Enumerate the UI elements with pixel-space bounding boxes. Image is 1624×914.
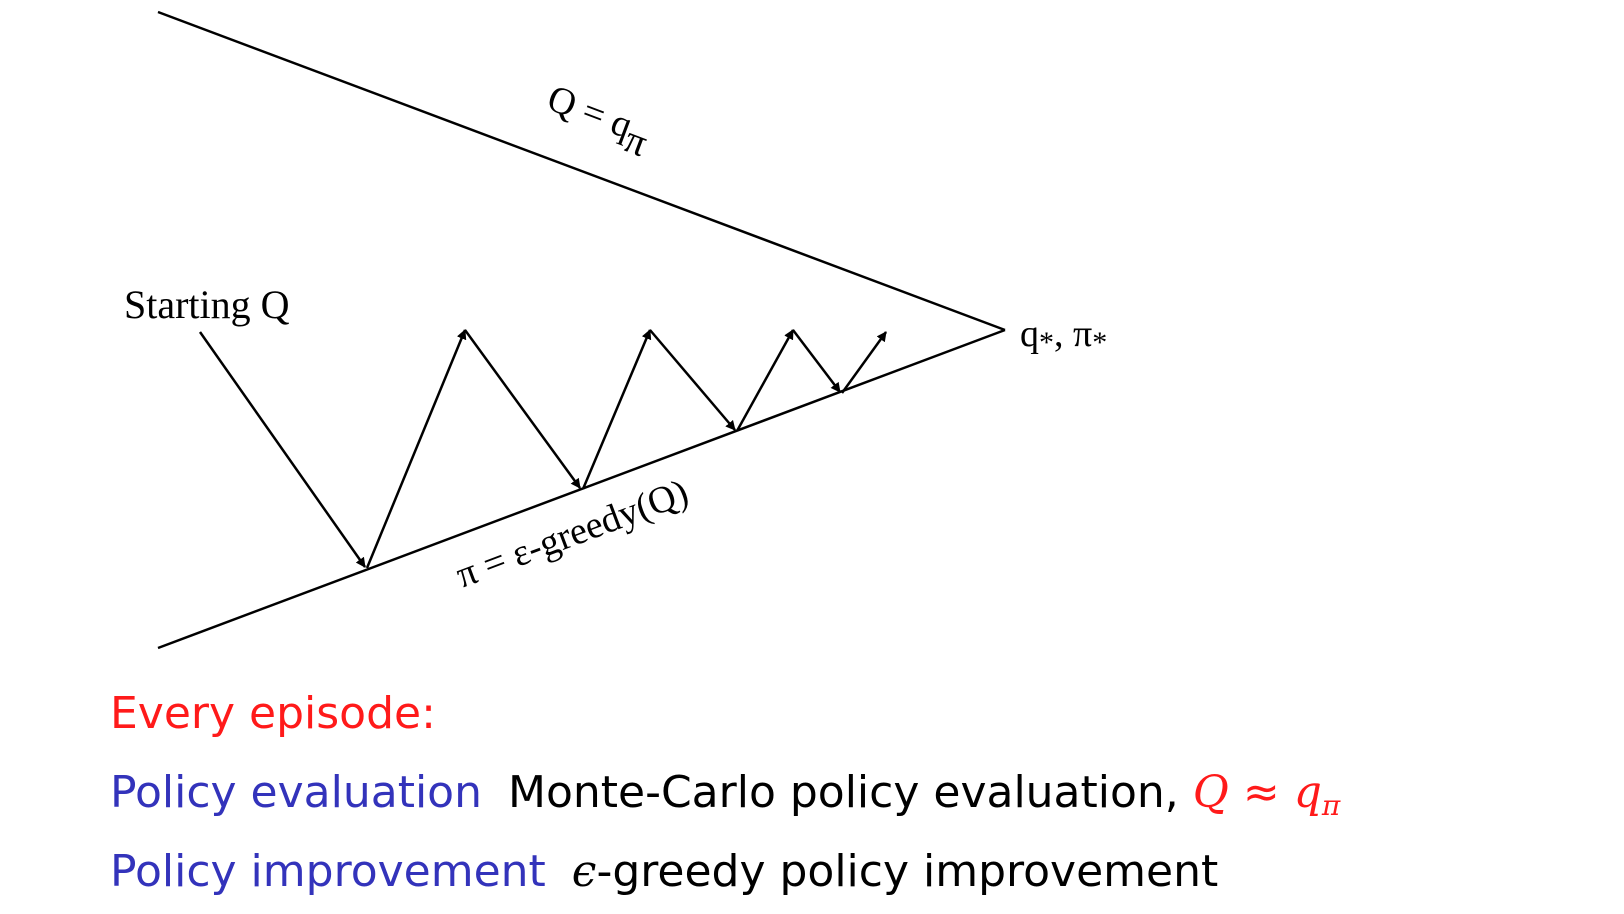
arrow-7 xyxy=(792,329,841,393)
policy-evaluation-desc: Monte-Carlo policy evaluation, xyxy=(507,767,1193,818)
every-episode-heading: Every episode: xyxy=(110,692,436,736)
policy-evaluation-line: Policy evaluation Monte-Carlo policy eval… xyxy=(110,771,1340,820)
epsilon-symbol: ϵ xyxy=(571,846,597,897)
convergence-label: q*, π* xyxy=(1020,313,1107,359)
math-sub-pi: π xyxy=(1321,789,1341,822)
zigzag-arrows xyxy=(198,329,888,569)
gpi-diagram: Q = qπ Starting Q q*, π* π = ε-greedy(Q) xyxy=(124,10,1107,650)
math-approx: ≈ xyxy=(1228,767,1294,818)
policy-improvement-line: Policy improvement ϵ-greedy policy improv… xyxy=(110,850,1218,894)
policy-evaluation-term: Policy evaluation xyxy=(110,767,482,818)
upper-line-label: Q = qπ xyxy=(538,77,657,165)
arrow-5 xyxy=(649,329,736,431)
arrow-2 xyxy=(365,329,467,569)
start-label: Starting Q xyxy=(124,282,290,327)
math-q-small: q xyxy=(1293,767,1322,818)
arrow-8 xyxy=(840,331,888,394)
policy-improvement-term: Policy improvement xyxy=(110,846,546,897)
arrow-4 xyxy=(581,329,652,490)
arrow-3 xyxy=(463,329,582,489)
math-q: Q xyxy=(1192,767,1229,818)
policy-improvement-desc: -greedy policy improvement xyxy=(596,846,1219,897)
upper-line xyxy=(157,10,1006,332)
lower-line xyxy=(157,328,1006,650)
lower-line-label: π = ε-greedy(Q) xyxy=(450,471,694,596)
every-episode-text: Every episode: xyxy=(110,688,436,739)
arrow-6 xyxy=(735,329,795,432)
arrow-1 xyxy=(198,331,367,568)
